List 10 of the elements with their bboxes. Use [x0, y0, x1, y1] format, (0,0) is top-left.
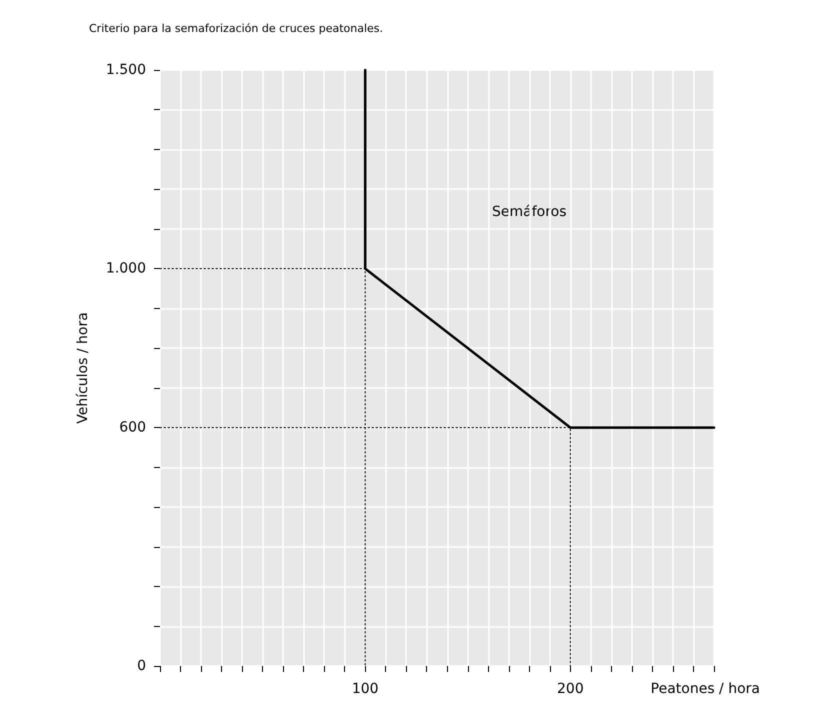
y-tick-label: 0: [137, 658, 146, 674]
x-tick-label: 200: [557, 681, 584, 697]
y-tick-label: 600: [119, 420, 146, 436]
y-tick-label: 1.000: [106, 260, 146, 277]
x-axis-title: Peatones / hora: [650, 681, 760, 697]
chart-title: Criterio para la semaforización de cruces peatonales.: [89, 22, 384, 35]
annotation: Semáforos: [492, 204, 567, 220]
y-axis-title: Vehículos / hora: [75, 312, 91, 424]
y-tick-label: 1.500: [106, 62, 146, 78]
x-tick-label: 100: [352, 681, 379, 697]
